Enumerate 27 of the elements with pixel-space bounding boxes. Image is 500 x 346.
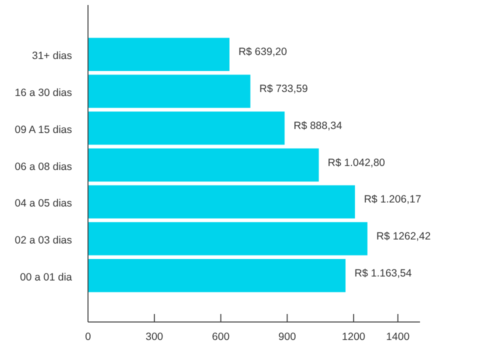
bar [88, 222, 368, 256]
data-label: R$ 1262,42 [376, 230, 431, 242]
data-label: R$ 1.042,80 [328, 156, 386, 169]
x-tick-label: 300 [146, 330, 164, 343]
bar [88, 38, 230, 72]
y-tick-label: 00 a 01 dia [20, 271, 72, 284]
x-tick-label: 1400 [386, 330, 410, 343]
data-label: R$ 1.163,54 [354, 267, 412, 280]
x-tick-label: 0 [85, 330, 92, 343]
y-tick-label: 31+ dias [32, 50, 72, 62]
y-tick-label: 06 a 08 dias [14, 160, 72, 173]
x-tick-label: 600 [212, 330, 230, 343]
y-tick-label: 16 a 30 dias [14, 87, 72, 100]
data-label: R$ 1.206,17 [364, 194, 422, 206]
bar [88, 74, 250, 108]
bar [88, 185, 355, 218]
data-label: R$ 733,59 [259, 83, 308, 96]
y-tick-label: 04 a 05 dias [14, 198, 72, 210]
bar [88, 148, 319, 182]
x-tick-label: 900 [278, 330, 296, 343]
bar [88, 258, 346, 292]
data-label: R$ 639,20 [238, 46, 288, 58]
y-tick-label: 02 a 03 dias [14, 234, 72, 246]
y-tick-label: 09 A 15 dias [14, 124, 72, 136]
bar [88, 112, 285, 145]
data-label: R$ 888,34 [294, 120, 342, 132]
x-tick-label: 1200 [342, 330, 366, 343]
